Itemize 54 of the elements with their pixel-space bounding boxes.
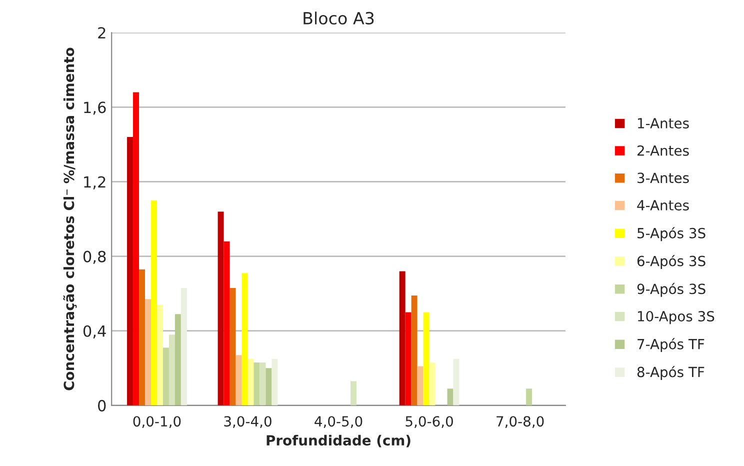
y-tick-label: 1,6 <box>84 102 106 115</box>
bar <box>248 358 254 406</box>
legend-label: 2-Antes <box>637 145 689 156</box>
y-axis-title: Concentração cloretos Cl⁻ %/massa cimento <box>63 48 77 390</box>
bar <box>174 314 181 406</box>
x-tick-label: 5,0-6,0 <box>406 416 453 428</box>
legend-label: 5-Após 3S <box>638 227 706 242</box>
bar <box>145 299 151 406</box>
bar <box>218 212 224 406</box>
bar <box>254 362 260 406</box>
bar <box>127 137 134 406</box>
x-tick-label: 0,0-1,0 <box>133 416 181 428</box>
bar <box>350 381 356 406</box>
bar <box>260 362 266 406</box>
bar <box>139 269 146 406</box>
bar <box>423 312 430 406</box>
x-tick-label: 4,0-5,0 <box>314 416 362 428</box>
y-tick-label: 0,4 <box>83 325 106 338</box>
x-tick-label: 7,0-8,0 <box>496 416 544 428</box>
bar <box>180 288 187 406</box>
bar <box>150 200 157 406</box>
legend-label: 7-Após TF <box>638 338 704 352</box>
bar <box>453 358 460 406</box>
bar <box>230 288 236 406</box>
legend-label: 3-Antes <box>638 172 689 184</box>
x-tick-label: 3,0-4,0 <box>224 416 272 428</box>
bar <box>266 368 272 406</box>
bar <box>236 355 242 406</box>
y-tick-label: 0,8 <box>83 250 106 264</box>
bar <box>168 334 175 406</box>
legend-label: 8-Após TF <box>637 366 704 380</box>
y-tick-label: 1,2 <box>84 176 106 190</box>
bar <box>526 388 532 406</box>
bar <box>429 362 436 406</box>
bar <box>447 388 454 406</box>
legend-label: 6-Após 3S <box>637 254 706 269</box>
bar <box>399 271 406 406</box>
bar <box>272 358 278 406</box>
legend-label: 10-Apos 3S <box>638 310 714 324</box>
legend-label: 9-Após 3S <box>637 282 706 297</box>
bar <box>156 304 163 406</box>
bar <box>224 241 230 406</box>
bar <box>133 92 140 406</box>
x-axis-title: Profundidade (cm) <box>266 434 410 448</box>
bar <box>411 295 418 406</box>
y-tick-label: 2 <box>98 27 106 38</box>
bar <box>405 312 412 406</box>
bar <box>242 273 248 406</box>
legend-label: 1-Antes <box>638 118 689 128</box>
bar <box>162 348 169 406</box>
legend-label: 4-Antes <box>637 200 689 210</box>
y-tick-label: 0 <box>98 400 106 412</box>
chart-title: Bloco A3 <box>304 12 374 25</box>
bar <box>417 366 424 406</box>
